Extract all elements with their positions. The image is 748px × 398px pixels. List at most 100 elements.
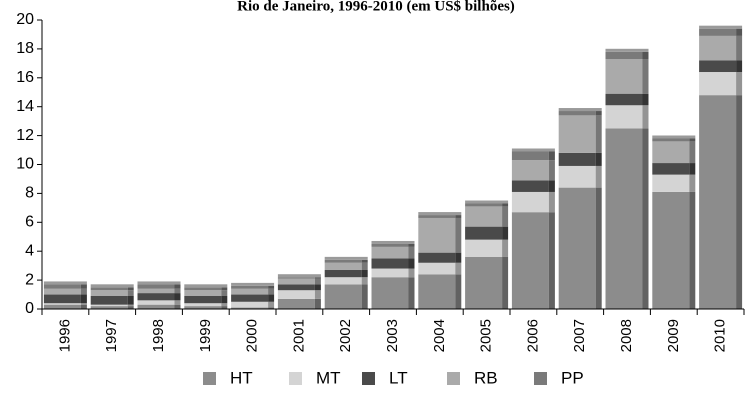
bar-segment-side-ht-1999 [221,306,228,309]
bar-segment-side-rb-2000 [268,288,275,295]
bar-segment-lt-2009 [652,163,690,175]
bar-segment-side-pp-2010 [736,28,743,36]
bar-segment-ht-1997 [90,306,128,309]
bar-segment-ht-2007 [558,187,596,309]
bar-segment-side-pp-1999 [221,287,228,291]
bar-segment-ht-2003 [371,277,409,309]
y-tick-label-18: 18 [16,40,34,57]
bar-segment-side-pp-2008 [642,51,649,60]
bar-segment-side-lt-2004 [455,252,462,263]
bar-segment-ht-2008 [605,128,643,309]
y-tick-label-16: 16 [16,69,34,86]
x-tick-label-1996: 1996 [56,319,73,352]
legend-label-pp: PP [561,368,584,387]
bar-segment-ht-2006 [511,212,549,309]
bar-segment-mt-2008 [605,105,643,129]
bar-segment-side-ht-2001 [314,298,321,309]
x-tick-label-2009: 2009 [665,319,682,352]
bar-segment-side-pp-2001 [314,277,321,279]
bar-segment-side-rb-1999 [221,290,228,296]
legend-item-lt: LT [362,368,408,387]
bar-segment-lt-2006 [511,180,549,192]
bar-segment-mt-2001 [277,290,315,299]
y-tick-label-14: 14 [16,98,34,115]
bar-segment-side-mt-2002 [361,277,368,285]
x-tick-label-2007: 2007 [571,319,588,352]
bar-segment-side-mt-2000 [268,301,275,308]
y-tick-label-20: 20 [16,11,34,28]
bar-segment-rb-2002 [324,262,362,270]
bar-segment-rb-1997 [90,290,128,296]
bar-segment-lt-1996 [43,294,81,304]
bar-top-2010 [699,25,743,29]
bar-stack-2007 [558,108,602,309]
legend-item-ht: HT [203,368,253,387]
bar-segment-side-lt-2002 [361,269,368,278]
bar-top-2008 [605,48,649,52]
y-tick-label-12: 12 [16,127,34,144]
bar-segment-side-ht-2000 [268,307,275,309]
bar-top-1998 [137,281,181,285]
bar-segment-side-lt-2008 [642,93,649,106]
bar-stack-1998 [137,281,181,309]
bar-segment-lt-2003 [371,258,409,269]
bar-segment-rb-2010 [699,35,737,61]
bar-segment-side-ht-1996 [80,304,87,309]
bar-segment-side-mt-2003 [408,268,415,278]
x-tick-label-2006: 2006 [524,319,541,352]
y-tick-label-2: 2 [25,271,34,288]
bar-segment-rb-1999 [184,290,222,296]
bar-segment-side-ht-2008 [642,128,649,309]
x-tick-label-1997: 1997 [103,319,120,352]
bar-segment-lt-1999 [184,295,222,304]
legend-label-mt: MT [316,368,341,387]
bar-segment-ht-2002 [324,284,362,309]
bar-segment-rb-2007 [558,115,596,153]
bar-segment-side-pp-2002 [361,259,368,263]
bar-segment-side-ht-2005 [502,256,509,309]
bar-segment-pp-2003 [371,243,409,247]
y-tick-label-10: 10 [16,156,34,173]
bar-segment-side-mt-2004 [455,262,462,275]
bar-segment-rb-2000 [231,288,269,295]
bar-segment-ht-1996 [43,304,81,309]
bar-top-2004 [418,212,462,216]
bar-segment-side-mt-2005 [502,239,509,257]
bar-segment-pp-2001 [277,277,315,279]
bar-segment-side-mt-2008 [642,105,649,129]
bar-segment-rb-2005 [465,206,503,227]
bar-stack-2010 [699,25,743,309]
bar-segment-side-lt-2009 [689,163,696,175]
legend-label-rb: RB [474,368,498,387]
bar-segment-lt-2008 [605,93,643,106]
bar-segment-side-lt-1999 [221,295,228,304]
bar-segment-side-pp-2007 [595,111,602,116]
bar-top-2000 [231,282,275,286]
bar-segment-side-lt-1996 [80,294,87,304]
bar-segment-mt-1997 [90,304,128,307]
bar-segment-side-ht-2007 [595,187,602,309]
bar-segment-side-rb-2008 [642,59,649,94]
bar-segment-pp-1997 [90,287,128,291]
x-tick-label-1999: 1999 [197,319,214,352]
chart-title: Rio de Janeiro, 1996-2010 (em US$ bilhõe… [237,0,515,14]
bar-segment-lt-1998 [137,293,175,301]
bar-segment-pp-1999 [184,287,222,291]
y-tick-label-6: 6 [25,214,34,231]
bar-segment-pp-1996 [43,284,81,289]
bar-segment-side-pp-2006 [548,151,555,161]
bar-segment-lt-2010 [699,60,737,73]
bar-segment-side-rb-1996 [80,288,87,295]
x-tick-label-2005: 2005 [478,319,495,352]
bar-segment-side-ht-2009 [689,191,696,309]
legend-label-lt: LT [389,368,408,387]
legend-item-pp: PP [534,368,584,387]
legend-label-ht: HT [230,368,253,387]
bar-segment-side-lt-2003 [408,258,415,269]
bar-segment-rb-1998 [137,288,175,294]
bar-stack-2005 [465,200,509,309]
bar-top-2002 [324,256,368,260]
bar-segment-side-lt-1997 [127,295,134,305]
legend-swatch-lt [362,372,375,385]
bar-segment-side-pp-2005 [502,203,509,207]
